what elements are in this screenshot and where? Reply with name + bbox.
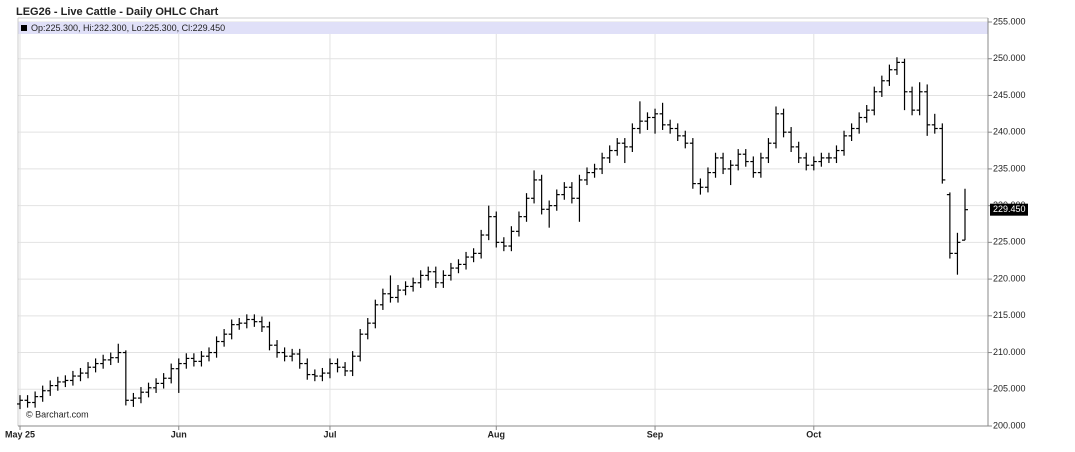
- y-tick-label: 240.000: [993, 127, 1026, 137]
- legend-swatch: [21, 25, 27, 31]
- x-tick-label: Jul: [323, 429, 336, 439]
- y-tick-label: 220.000: [993, 273, 1026, 283]
- y-tick-label: 235.000: [993, 163, 1026, 173]
- y-tick-label: 205.000: [993, 384, 1026, 394]
- y-tick-label: 210.000: [993, 347, 1026, 357]
- last-price-label: 229.450: [993, 204, 1026, 214]
- legend-band: [18, 22, 988, 34]
- chart-title: LEG26 - Live Cattle - Daily OHLC Chart: [16, 6, 219, 18]
- y-tick-label: 255.000: [993, 16, 1026, 26]
- watermark: © Barchart.com: [26, 409, 89, 419]
- y-tick-label: 245.000: [993, 90, 1026, 100]
- x-tick-label: Jun: [171, 429, 187, 439]
- x-tick-label: Sep: [647, 429, 664, 439]
- y-tick-label: 215.000: [993, 310, 1026, 320]
- x-tick-label: Aug: [488, 429, 506, 439]
- x-tick-label: May 25: [5, 429, 35, 439]
- y-tick-label: 200.000: [993, 420, 1026, 430]
- last-price-box: [990, 203, 1028, 216]
- x-tick-label: Oct: [806, 429, 821, 439]
- legend-text: Op:225.300, Hi:232.300, Lo:225.300, Cl:2…: [31, 23, 225, 33]
- y-tick-label: 225.000: [993, 237, 1026, 247]
- y-tick-label: 250.000: [993, 53, 1026, 63]
